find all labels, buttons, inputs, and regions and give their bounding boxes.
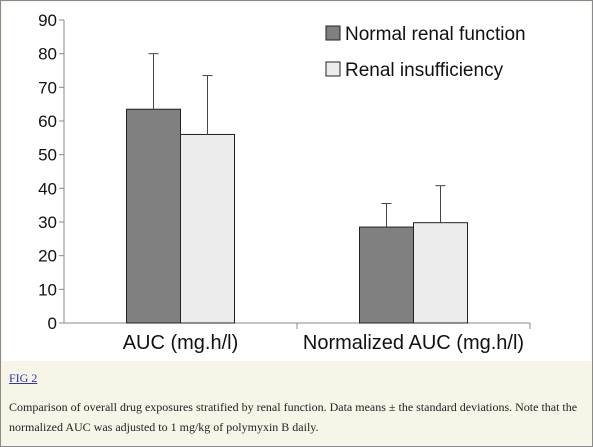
chart-area: 0 10 20 30 40 50 60 70 80 90 AUC (mg.h/l) Normalize… — [2, 2, 591, 361]
bar — [126, 108, 181, 324]
y-tick-label: 10 — [38, 280, 57, 299]
legend-swatch — [325, 25, 341, 41]
y-tick-label: 50 — [38, 146, 57, 165]
y-tick-label: 30 — [38, 213, 57, 232]
x-category-label: AUC (mg.h/l) — [123, 332, 239, 354]
y-tick-label: 90 — [38, 11, 57, 30]
y-tick-label: 0 — [48, 314, 57, 333]
bar — [180, 133, 235, 324]
bar-chart: 0 10 20 30 40 50 60 70 80 90 AUC (mg.h/l) Normalize… — [38, 11, 531, 354]
y-tick-label: 70 — [38, 78, 57, 97]
bar — [413, 222, 468, 324]
y-tick-label: 60 — [38, 112, 57, 131]
legend-label: Normal renal function — [345, 24, 526, 45]
x-category-label: Normalized AUC (mg.h/l) — [303, 332, 524, 354]
figure-link[interactable]: FIG 2 — [9, 371, 38, 385]
y-tick-label: 20 — [38, 247, 57, 266]
bar — [359, 226, 414, 324]
chart-error-bars — [148, 53, 446, 228]
legend-swatch — [325, 61, 341, 77]
y-tick-label: 40 — [38, 179, 57, 198]
figure-caption: Comparison of overall drug exposures str… — [9, 400, 578, 434]
legend-label: Renal insufficiency — [345, 60, 504, 81]
chart-axes: 0 10 20 30 40 50 60 70 80 90 AUC (mg.h/l) Normalize… — [38, 11, 531, 354]
chart-bars — [126, 108, 468, 324]
chart-legend: Normal renal function Renal insufficiency — [325, 24, 526, 81]
y-tick-label: 80 — [38, 45, 57, 64]
